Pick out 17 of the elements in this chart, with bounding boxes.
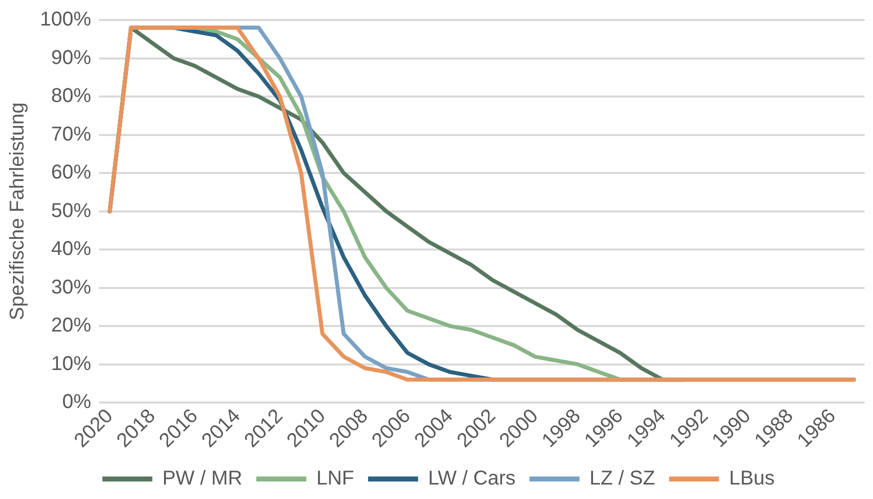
y-tick-label: 40% <box>51 238 92 260</box>
y-axis-title: Spezifische Fahrleistung <box>6 102 29 320</box>
y-tick-label: 20% <box>51 314 92 337</box>
y-tick-label: 50% <box>51 200 92 222</box>
y-tick-label: 0% <box>62 391 92 414</box>
legend-label: LNF <box>316 468 354 490</box>
y-tick-label: 90% <box>51 46 92 69</box>
y-tick-label: 100% <box>40 8 92 31</box>
legend-label: LW / Cars <box>428 468 516 490</box>
legend-label: LZ / SZ <box>590 468 656 490</box>
legend-label: LBus <box>729 468 775 490</box>
y-tick-label: 30% <box>51 276 92 298</box>
y-tick-label: 10% <box>51 352 92 375</box>
y-tick-label: 80% <box>51 85 92 108</box>
legend-label: PW / MR <box>162 468 242 490</box>
y-tick-label: 60% <box>51 162 92 184</box>
y-tick-label: 70% <box>51 123 92 146</box>
